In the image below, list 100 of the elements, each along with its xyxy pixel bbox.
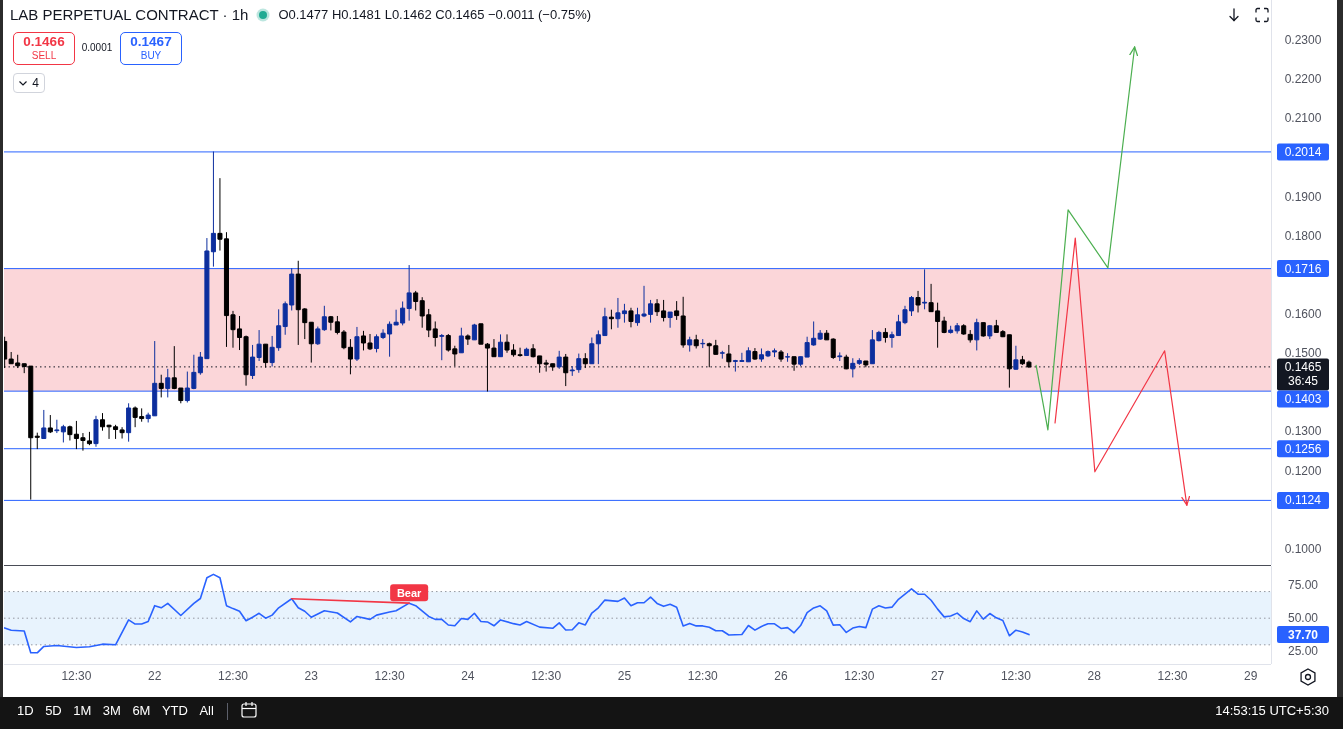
y-tick-label: 0.2200 [1284,72,1322,87]
ref-line-label: 0.1465 [1284,359,1322,374]
buy-button: 0.1467 BUY [120,32,182,65]
x-tick-label: 12:30 [61,669,92,683]
candlestick [817,329,823,341]
candlestick [321,305,327,332]
candlestick [882,327,888,344]
candlestick [824,329,830,341]
candlestick [556,350,562,370]
candlestick [458,327,464,354]
candlestick [693,334,699,349]
candlestick [843,354,849,370]
ref-line-label: 0.1256 [1284,441,1322,456]
candlestick [41,409,47,440]
candlestick [497,333,504,358]
candlestick [47,414,53,434]
x-tick-label: 22 [148,669,162,683]
y-tick-label: 0.2300 [1284,32,1322,47]
annotation: 0.1466 [23,33,65,49]
y-tick-label: 0.1500 [1284,346,1322,361]
candlestick [778,349,784,363]
candlestick [961,323,967,336]
ref-line-label: 0.1124 [1285,493,1322,508]
ref-line-label: 0.2014 [1284,144,1322,159]
candlestick [752,347,758,361]
annotation: 0.0001 [81,42,113,53]
text: 3M [102,703,121,719]
text: 6M [132,703,151,719]
candlestick [837,351,843,362]
y-tick-label: 0.1900 [1284,189,1322,204]
y-tick-label: 50.00 [1287,611,1319,626]
candlestick [524,347,530,357]
candlestick [582,352,588,369]
candlestick [785,352,791,363]
annotation: 4 [32,76,39,90]
text: 37.70 [1287,627,1319,642]
text: All [199,703,214,719]
annotation: 0.1467 [130,33,172,49]
candlestick [308,321,314,364]
candlestick [915,290,921,313]
annotation: BUY [140,48,162,63]
candlestick [687,336,693,353]
candlestick [563,353,569,387]
candlestick [987,324,993,340]
candlestick [93,415,99,448]
y-tick-label: 0.1200 [1284,463,1322,478]
candlestick [863,360,869,368]
ref-line-label: 0.1403 [1284,391,1322,406]
text: 14:53:15 UTC+5:30 [1215,703,1329,718]
sell-button: 0.1466 SELL [13,32,75,65]
ref-line-label: 0.1716 [1284,261,1322,276]
candlestick [954,322,960,335]
x-tick-label: 12:30 [844,669,875,683]
x-tick-label: 24 [461,669,475,683]
text: 36:45 [1287,374,1319,389]
candlestick [471,323,477,341]
candlestick [126,402,132,443]
y-tick-label: 75.00 [1287,577,1319,592]
candlestick [719,350,725,360]
candlestick [158,374,164,398]
candlestick [967,329,973,344]
y-tick-label: 0.1800 [1284,228,1322,243]
candlestick [850,357,856,378]
annotation: Bear [396,586,423,599]
x-tick-label: 12:30 [374,669,405,683]
candlestick [165,368,171,398]
chart-title: LAB PERPETUAL CONTRACT · 1h [10,6,249,24]
candlestick [974,318,980,351]
candlestick [667,311,673,329]
candlestick [922,268,928,310]
candlestick [465,333,471,346]
text: 5D [45,703,62,719]
candlestick [948,325,954,335]
x-tick-label: 12:30 [687,669,719,683]
candlestick [980,322,986,338]
candlestick [439,333,445,361]
x-tick-label: 23 [304,669,319,683]
text: YTD [161,703,188,719]
candlestick [856,357,862,366]
x-tick-label: 29 [1244,669,1258,683]
candlestick [791,356,797,372]
x-tick-label: 12:30 [531,669,562,683]
x-tick-label: 12:30 [217,669,249,683]
candlestick [34,432,40,450]
candlestick [1013,345,1019,371]
candlestick [830,337,836,360]
candlestick [263,343,269,369]
candlestick [628,307,634,328]
text: 1D [17,703,34,719]
y-tick-label: 25.00 [1287,644,1319,659]
text: O0.1477 H0.1481 L0.1462 C0.1465 −0.0011 (−0.75%) [278,6,592,24]
candlestick [315,326,321,346]
x-tick-label: 12:30 [1000,669,1032,683]
annotation: SELL [31,48,57,63]
y-tick-label: 0.2100 [1284,111,1322,126]
candlestick [413,290,419,311]
candlestick [726,344,732,368]
candlestick [432,320,438,348]
x-tick-label: 26 [774,669,789,683]
candlestick [700,338,706,349]
